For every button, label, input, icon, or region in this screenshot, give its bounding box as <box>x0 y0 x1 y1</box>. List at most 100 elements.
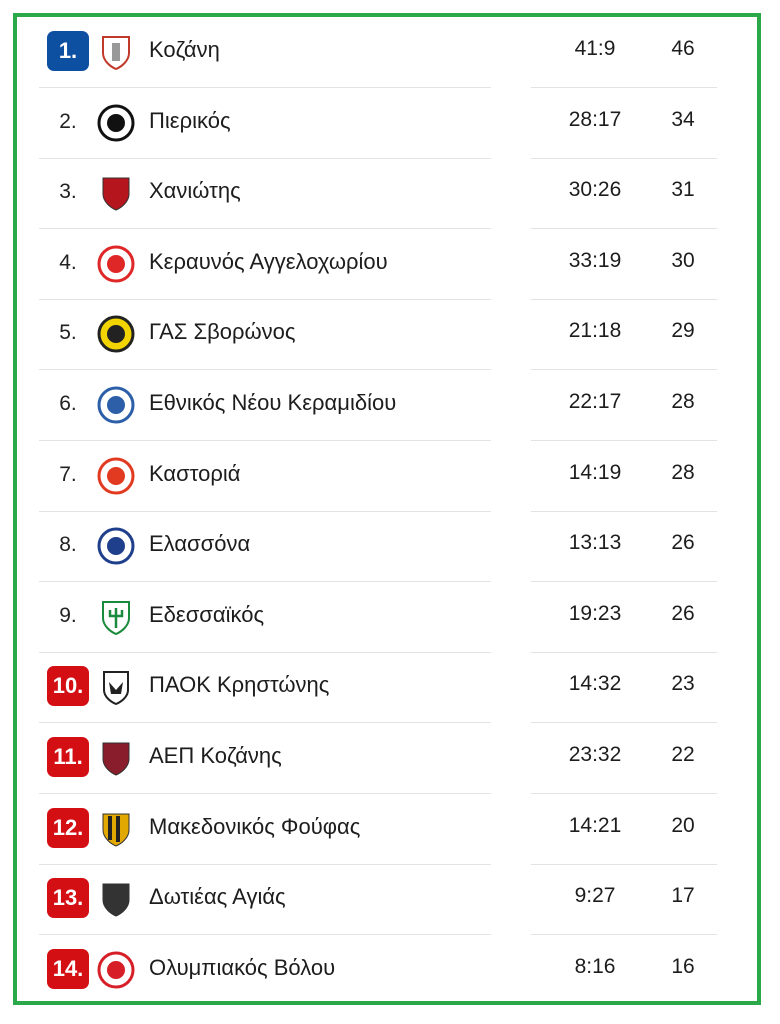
team-name[interactable]: ΓΑΣ Σβορώνος <box>149 319 296 345</box>
table-row[interactable]: 13. Δωτιέας Αγιάς 9:27 17 <box>17 864 757 936</box>
points-value: 28 <box>671 390 695 413</box>
row-divider <box>531 228 717 230</box>
rank-badge: 14. <box>47 948 89 989</box>
portrait-crest-icon <box>97 315 135 353</box>
table-row[interactable]: 14. Ολυμπιακός Βόλου 8:16 16 <box>17 935 757 1006</box>
team-name[interactable]: Ολυμπιακός Βόλου <box>149 954 336 980</box>
team-name[interactable]: ΠΑΟΚ Κρηστώνης <box>149 672 330 698</box>
shield-crest-icon <box>97 880 135 918</box>
row-divider <box>39 440 491 441</box>
row-divider <box>39 298 491 300</box>
row-divider <box>39 87 491 88</box>
goal-difference: 14:21 <box>568 813 622 837</box>
goal-difference: 30:26 <box>568 178 622 202</box>
table-row[interactable]: 4. Κεραυνός Αγγελοχωρίου 33:19 30 <box>17 229 757 300</box>
rank-badge: 1. <box>47 31 89 71</box>
points-value: 16 <box>671 954 695 978</box>
row-divider <box>39 722 491 724</box>
table-row[interactable]: 2. Πιερικός 28:17 34 <box>17 88 757 159</box>
rank-badge: 4. <box>59 250 77 274</box>
row-divider <box>531 157 717 159</box>
row-divider <box>531 722 717 724</box>
team-name[interactable]: Κεραυνός Αγγελοχωρίου <box>149 248 388 274</box>
fc-crest-icon <box>97 245 135 283</box>
team-name[interactable]: Κοζάνη <box>149 37 220 62</box>
points-value: 22 <box>671 743 695 766</box>
shield-crest-icon <box>97 174 135 212</box>
rank-badge: 9. <box>59 603 77 627</box>
striped-crest-icon <box>97 810 135 848</box>
points-value: 23 <box>671 672 695 696</box>
tower-crest-icon <box>97 33 135 71</box>
row-divider <box>531 793 717 794</box>
points-value: 31 <box>671 178 695 202</box>
points-value: 28 <box>671 460 695 484</box>
row-divider <box>531 369 717 371</box>
row-divider <box>39 157 491 159</box>
points-value: 26 <box>671 531 695 555</box>
rank-badge: 13. <box>47 878 89 919</box>
row-divider <box>531 863 717 865</box>
goal-difference: 28:17 <box>568 107 622 131</box>
rank-badge: 7. <box>59 462 77 486</box>
team-name[interactable]: Καστοριά <box>149 460 241 486</box>
team-name[interactable]: Ελασσόνα <box>149 531 251 557</box>
row-divider <box>39 793 491 794</box>
rank-badge: 11. <box>47 737 89 777</box>
team-name[interactable]: Εθνικός Νέου Κεραμιδίου <box>149 390 397 415</box>
row-divider <box>39 369 491 371</box>
table-row[interactable]: 11. ΑΕΠ Κοζάνης 23:32 22 <box>17 723 757 794</box>
goal-difference: 8:16 <box>574 954 616 978</box>
row-divider <box>39 863 491 865</box>
row-divider <box>531 298 717 300</box>
table-row[interactable]: 1. Κοζάνη 41:9 46 <box>17 17 757 88</box>
goal-difference: 33:19 <box>568 248 622 272</box>
ring-crest-icon <box>97 457 135 495</box>
team-name[interactable]: Μακεδονικός Φούφας <box>149 813 361 839</box>
team-name[interactable]: ΑΕΠ Κοζάνης <box>149 743 282 768</box>
points-value: 17 <box>671 884 695 908</box>
row-divider <box>531 440 717 441</box>
points-value: 30 <box>671 248 695 272</box>
points-value: 34 <box>671 107 695 131</box>
rank-badge: 6. <box>59 392 77 415</box>
table-row[interactable]: 12. Μακεδονικός Φούφας 14:21 20 <box>17 794 757 865</box>
goal-difference: 13:13 <box>568 531 622 555</box>
goal-difference: 14:32 <box>568 672 622 696</box>
table-row[interactable]: 9. Εδεσσαϊκός 19:23 26 <box>17 582 757 653</box>
points-value: 46 <box>671 37 695 60</box>
table-row[interactable]: 5. ΓΑΣ Σβορώνος 21:18 29 <box>17 299 757 371</box>
team-name[interactable]: Δωτιέας Αγιάς <box>149 884 286 910</box>
row-divider <box>531 651 717 653</box>
table-row[interactable]: 7. Καστοριά 14:19 28 <box>17 441 757 512</box>
rank-badge: 2. <box>59 109 77 133</box>
rank-badge: 3. <box>59 180 77 204</box>
points-value: 20 <box>671 813 695 837</box>
goal-difference: 19:23 <box>568 601 622 625</box>
row-divider <box>531 510 717 512</box>
eagle-crest-icon <box>97 668 135 706</box>
rank-badge: 8. <box>59 533 77 557</box>
letter-p-crest-icon <box>97 104 135 142</box>
table-row[interactable]: 8. Ελασσόνα 13:13 26 <box>17 511 757 583</box>
rank-badge: 12. <box>47 807 89 848</box>
points-value: 26 <box>671 601 695 625</box>
row-divider <box>39 228 491 230</box>
row-divider <box>39 581 491 583</box>
row-divider <box>531 581 717 583</box>
team-name[interactable]: Πιερικός <box>149 107 231 133</box>
table-row[interactable]: 3. Χανιώτης 30:26 31 <box>17 158 757 230</box>
table-row[interactable]: 6. Εθνικός Νέου Κεραμιδίου 22:17 28 <box>17 370 757 441</box>
goal-difference: 9:27 <box>574 884 616 908</box>
trident-crest-icon <box>97 598 135 636</box>
circle-crest-icon <box>97 386 135 424</box>
goal-difference: 14:19 <box>568 460 622 484</box>
goal-difference: 21:18 <box>568 319 622 343</box>
standings-table: 1. Κοζάνη 41:9 46 2. Πιερικός 28:17 34 3. Χανιώτη… <box>13 13 761 1005</box>
team-name[interactable]: Εδεσσαϊκός <box>149 601 265 627</box>
team-name[interactable]: Χανιώτης <box>149 178 241 204</box>
table-row[interactable]: 10. ΠΑΟΚ Κρηστώνης 14:32 23 <box>17 652 757 724</box>
row-divider <box>39 934 491 936</box>
shield-crest-icon <box>97 739 135 777</box>
goal-difference: 22:17 <box>568 390 622 413</box>
